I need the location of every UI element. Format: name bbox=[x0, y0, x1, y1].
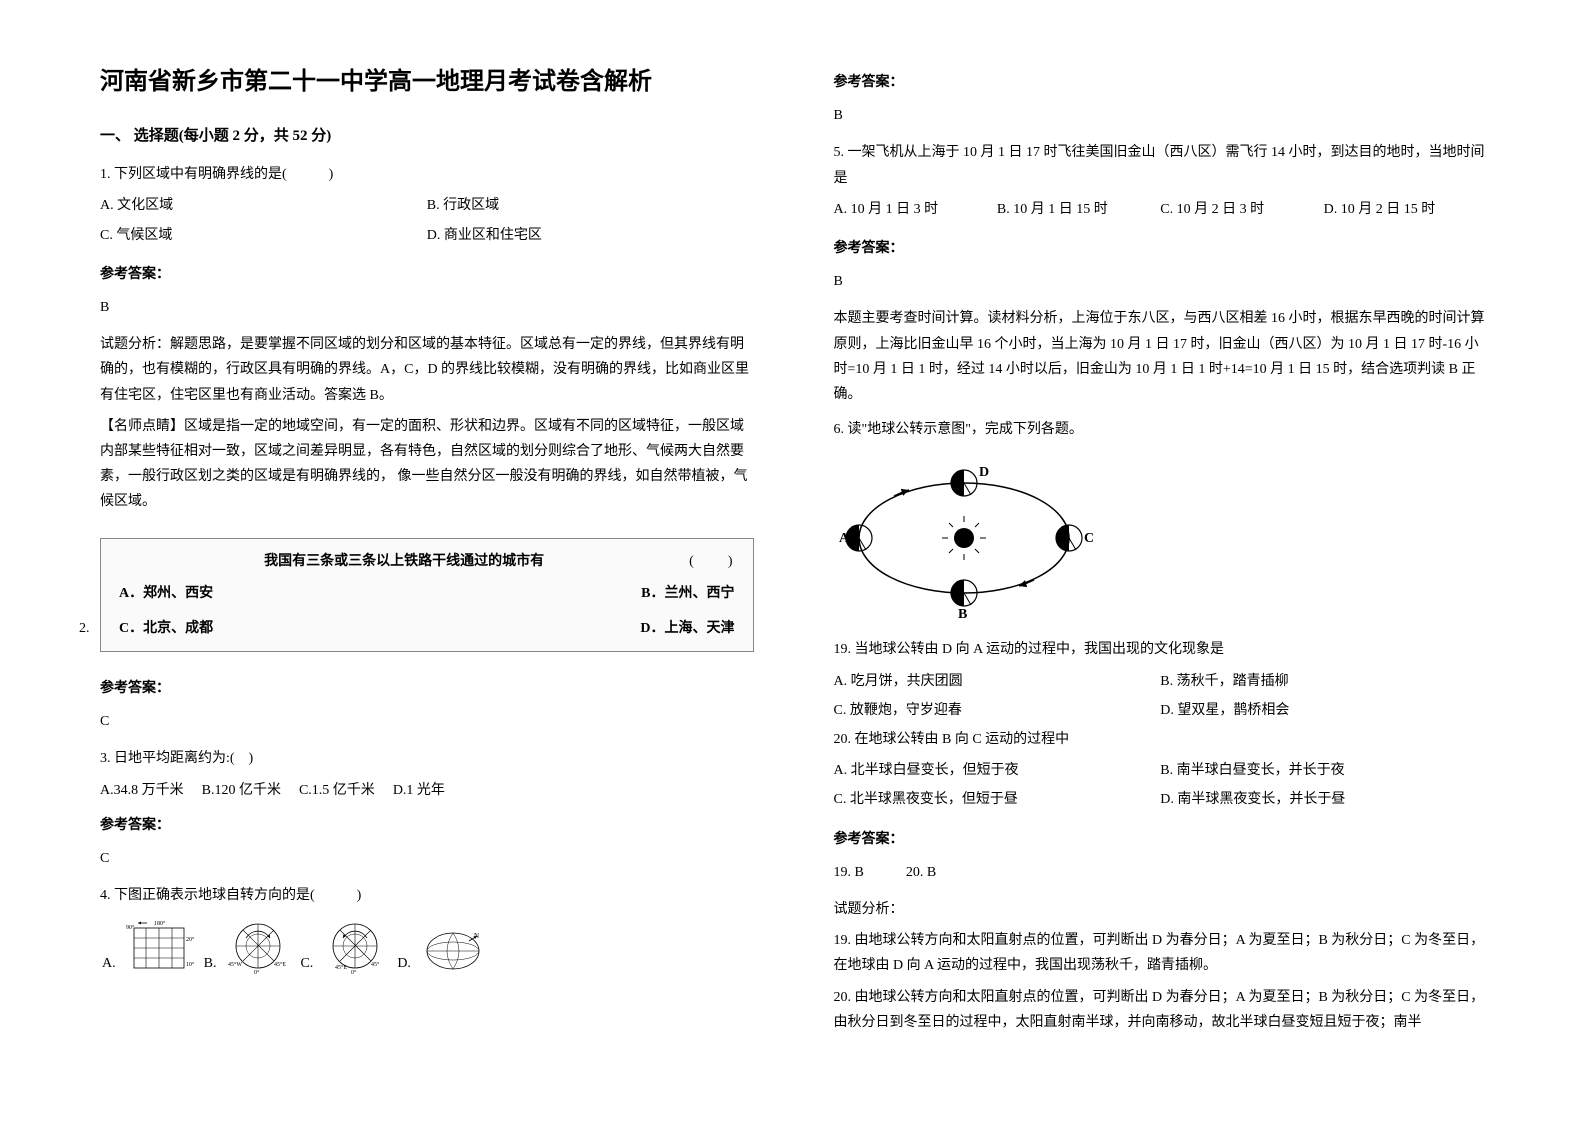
q4-answer: B bbox=[834, 103, 1488, 128]
q4-diagrams: A. 90° 180° 20° 10° B. bbox=[100, 918, 754, 976]
answer-label: 参考答案： bbox=[834, 70, 1488, 95]
q5-opt-d: D. 10 月 2 日 15 时 bbox=[1324, 197, 1487, 222]
answer-label: 参考答案： bbox=[100, 813, 754, 838]
question-6: 6. 读"地球公转示意图"，完成下列各题。 A bbox=[834, 417, 1488, 1035]
svg-text:0°: 0° bbox=[254, 969, 260, 976]
q3-opt-a: A.34.8 万千米 bbox=[100, 778, 184, 803]
answer-label: 参考答案： bbox=[834, 827, 1488, 852]
question-1: 1. 下列区域中有明确界线的是( ) A. 文化区域 B. 行政区域 C. 气候… bbox=[100, 162, 754, 514]
section-heading: 一、 选择题(每小题 2 分，共 52 分) bbox=[100, 123, 754, 150]
sub19-opt-b: B. 荡秋千，踏青插柳 bbox=[1160, 669, 1487, 694]
q5-stem: 5. 一架飞机从上海于 10 月 1 日 17 时飞往美国旧金山（西八区）需飞行… bbox=[834, 140, 1488, 190]
q2-box-title: 我国有三条或三条以上铁路干线通过的城市有 bbox=[119, 549, 689, 574]
svg-text:45°E: 45°E bbox=[274, 961, 286, 968]
question-4: 4. 下图正确表示地球自转方向的是( ) A. 90° 180° 20° 10°… bbox=[100, 883, 754, 976]
q2-paren: ( ) bbox=[689, 549, 734, 580]
q3-opt-d: D.1 光年 bbox=[393, 778, 445, 803]
q1-analysis-2: 【名师点睛】区域是指一定的地域空间，有一定的面积、形状和边界。区域有不同的区域特… bbox=[100, 414, 754, 515]
q4-label-b: B. bbox=[202, 951, 219, 976]
q5-opt-a: A. 10 月 1 日 3 时 bbox=[834, 197, 997, 222]
svg-text:180°: 180° bbox=[154, 920, 166, 927]
sub19-opt-a: A. 吃月饼，共庆团圆 bbox=[834, 669, 1161, 694]
right-column: 参考答案： B 5. 一架飞机从上海于 10 月 1 日 17 时飞往美国旧金山… bbox=[794, 60, 1508, 1082]
q6-analysis-label: 试题分析： bbox=[834, 897, 1488, 922]
svg-text:B: B bbox=[958, 607, 967, 618]
q1-opt-a: A. 文化区域 bbox=[100, 193, 427, 218]
page-title: 河南省新乡市第二十一中学高一地理月考试卷含解析 bbox=[100, 60, 754, 103]
sub20-opt-c: C. 北半球黑夜变长，但短于昼 bbox=[834, 787, 1161, 812]
question-2: 我国有三条或三条以上铁路干线通过的城市有 ( ) A．郑州、西安 B．兰州、西宁… bbox=[100, 524, 754, 734]
svg-text:45°: 45° bbox=[371, 961, 380, 968]
q6-sub19-options: A. 吃月饼，共庆团圆 B. 荡秋千，踏青插柳 C. 放鞭炮，守岁迎春 D. 望… bbox=[834, 669, 1488, 727]
q4-label-d: D. bbox=[395, 951, 413, 976]
q3-opt-c: C.1.5 亿千米 bbox=[299, 778, 375, 803]
globe-c-diagram: 45°E 45° 0° bbox=[321, 918, 389, 976]
q6-stem: 6. 读"地球公转示意图"，完成下列各题。 bbox=[834, 417, 1488, 442]
svg-text:A: A bbox=[839, 531, 850, 546]
q1-opt-b: B. 行政区域 bbox=[427, 193, 754, 218]
q6-sub19-stem: 19. 当地球公转由 D 向 A 运动的过程中，我国出现的文化现象是 bbox=[834, 637, 1488, 662]
q3-options: A.34.8 万千米 B.120 亿千米 C.1.5 亿千米 D.1 光年 bbox=[100, 778, 754, 803]
q5-answer: B bbox=[834, 269, 1488, 294]
q5-opt-b: B. 10 月 1 日 15 时 bbox=[997, 197, 1160, 222]
earth-c: C bbox=[1056, 525, 1094, 551]
q4-stem: 4. 下图正确表示地球自转方向的是( ) bbox=[100, 883, 754, 908]
question-3: 3. 日地平均距离约为:( ) A.34.8 万千米 B.120 亿千米 C.1… bbox=[100, 746, 754, 871]
q2-options-row1: A．郑州、西安 B．兰州、西宁 bbox=[119, 581, 735, 606]
sub20-opt-d: D. 南半球黑夜变长，并长于昼 bbox=[1160, 787, 1487, 812]
q1-opt-d: D. 商业区和住宅区 bbox=[427, 223, 754, 248]
q6-analysis-19: 19. 由地球公转方向和太阳直射点的位置，可判断出 D 为春分日；A 为夏至日；… bbox=[834, 928, 1488, 978]
q3-opt-b: B.120 亿千米 bbox=[202, 778, 281, 803]
earth-a: A bbox=[839, 525, 872, 551]
answer-label: 参考答案： bbox=[834, 236, 1488, 261]
earth-b: B bbox=[951, 580, 977, 618]
q1-analysis-1: 试题分析：解题思路，是要掌握不同区域的划分和区域的基本特征。区域总有一定的界线，… bbox=[100, 332, 754, 408]
svg-text:45°E: 45°E bbox=[335, 964, 347, 971]
q2-opt-b: B．兰州、西宁 bbox=[641, 581, 734, 606]
q2-opt-c: C．北京、成都 bbox=[119, 621, 213, 636]
q4-label-c: C. bbox=[298, 951, 315, 976]
q3-answer: C bbox=[100, 846, 754, 871]
question-5: 5. 一架飞机从上海于 10 月 1 日 17 时飞往美国旧金山（西八区）需飞行… bbox=[834, 140, 1488, 407]
q5-opt-c: C. 10 月 2 日 3 时 bbox=[1160, 197, 1323, 222]
svg-text:10°: 10° bbox=[186, 961, 195, 968]
q2-prefix: 2. bbox=[79, 616, 90, 641]
sub19-opt-d: D. 望双星，鹊桥相会 bbox=[1160, 698, 1487, 723]
q2-opt-d: D．上海、天津 bbox=[640, 616, 734, 641]
q5-options: A. 10 月 1 日 3 时 B. 10 月 1 日 15 时 C. 10 月… bbox=[834, 197, 1488, 226]
svg-text:0°: 0° bbox=[351, 969, 357, 976]
svg-text:D: D bbox=[979, 465, 989, 480]
svg-text:45°W: 45°W bbox=[228, 961, 242, 968]
q5-analysis: 本题主要考查时间计算。读材料分析，上海位于东八区，与西八区相差 16 小时，根据… bbox=[834, 306, 1488, 407]
sub20-opt-b: B. 南半球白昼变长，并长于夜 bbox=[1160, 758, 1487, 783]
q4-label-a: A. bbox=[100, 951, 118, 976]
q2-opt-a: A．郑州、西安 bbox=[119, 581, 213, 606]
svg-text:90°: 90° bbox=[126, 924, 135, 931]
q1-options: A. 文化区域 B. 行政区域 C. 气候区域 D. 商业区和住宅区 bbox=[100, 193, 754, 251]
q1-stem: 1. 下列区域中有明确界线的是( ) bbox=[100, 162, 754, 187]
globe-a-diagram: 90° 180° 20° 10° bbox=[124, 918, 196, 976]
orbit-diagram: A B C D bbox=[834, 458, 1094, 618]
q1-opt-c: C. 气候区域 bbox=[100, 223, 427, 248]
q6-sub20-options: A. 北半球白昼变长，但短于夜 B. 南半球白昼变长，并长于夜 C. 北半球黑夜… bbox=[834, 758, 1488, 816]
q6-answers: 19. B 20. B bbox=[834, 860, 1488, 885]
svg-text:C: C bbox=[1084, 531, 1094, 546]
svg-text:20°: 20° bbox=[186, 936, 195, 943]
globe-d-diagram: N bbox=[419, 926, 487, 976]
q6-sub20-stem: 20. 在地球公转由 B 向 C 运动的过程中 bbox=[834, 727, 1488, 752]
q3-stem: 3. 日地平均距离约为:( ) bbox=[100, 746, 754, 771]
q2-image-box: 我国有三条或三条以上铁路干线通过的城市有 ( ) A．郑州、西安 B．兰州、西宁… bbox=[100, 538, 754, 652]
answer-label: 参考答案： bbox=[100, 262, 754, 287]
q2-options-row2: 2.C．北京、成都 D．上海、天津 bbox=[119, 616, 735, 641]
sub20-opt-a: A. 北半球白昼变长，但短于夜 bbox=[834, 758, 1161, 783]
earth-d: D bbox=[951, 465, 989, 496]
globe-b-diagram: 45°E 45°W 0° bbox=[224, 918, 292, 976]
left-column: 河南省新乡市第二十一中学高一地理月考试卷含解析 一、 选择题(每小题 2 分，共… bbox=[80, 60, 794, 1082]
q6-analysis-20: 20. 由地球公转方向和太阳直射点的位置，可判断出 D 为春分日；A 为夏至日；… bbox=[834, 985, 1488, 1035]
sub19-opt-c: C. 放鞭炮，守岁迎春 bbox=[834, 698, 1161, 723]
q2-answer: C bbox=[100, 709, 754, 734]
answer-label: 参考答案： bbox=[100, 676, 754, 701]
q1-answer: B bbox=[100, 295, 754, 320]
